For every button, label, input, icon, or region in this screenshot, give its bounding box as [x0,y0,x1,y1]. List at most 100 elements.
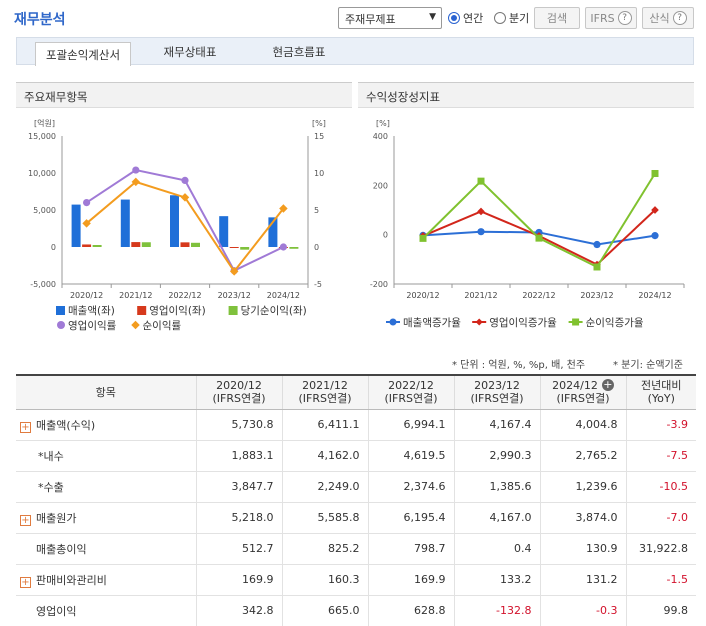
table-row[interactable]: + 판매비와관리비 169.9 160.3 169.9 133.2 131.2 -1.5 [16,564,696,596]
chevron-down-icon: ▼ [429,12,436,22]
column-header-yoy: 전년대비 (YoY) [625,374,696,410]
tab-income-statement[interactable]: 포괄손익계산서 [35,42,131,66]
category-label: 2022/12 [522,291,555,300]
value-cell: 133.2 [453,564,540,596]
column-header-period: 2022/12 (IFRS연결) [367,374,454,410]
value-cell: 1,883.1 [195,440,282,472]
column-header-period: 2024/12 + (IFRS연결) [539,374,626,410]
legend-swatch [56,306,65,315]
table-row[interactable]: + 매출액(수익) 5,730.8 6,411.1 6,994.1 4,167.4 4,00… [16,409,696,441]
row-label: *수출 [38,480,64,494]
yoy-cell: -3.9 [625,409,696,441]
yoy-cell: 31,922.8 [625,533,696,565]
row-label: 매출액(수익) [36,418,96,432]
category-label: 2024/12 [267,291,300,300]
growth-indicators-chart: [%] 400 200 0 -200 2020/12 2021/12 2022/12 2023/… [370,119,685,329]
panel-title: 수익성장성지표 [358,82,694,108]
statement-select-value: 주재무제표 [345,13,396,26]
value-cell: 2,374.6 [367,471,454,503]
row-label-cell: + 판매비와관리비 [16,564,196,596]
bar-0 [219,216,229,247]
radio-quarter-label: 분기 [509,12,530,25]
column-header-item: 항목 [16,374,196,410]
radio-annual[interactable]: 연간 [448,10,483,26]
radio-selected-icon [448,12,460,24]
ifrs-button[interactable]: IFRS ? [585,7,637,29]
tick-label: 400 [373,132,388,141]
value-cell: 665.0 [281,595,368,626]
value-cell: 0.4 [453,533,540,565]
yoy-cell: -10.5 [625,471,696,503]
tab-cash-flow[interactable]: 현금흐름표 [272,44,326,59]
search-button[interactable]: 검색 [534,7,580,29]
unit-note: * 단위 : 억원, %, %p, 배, 천주 [452,360,586,371]
value-cell: 4,162.0 [281,440,368,472]
expand-plus-icon[interactable]: + [20,421,31,433]
line-point [180,193,190,202]
category-label: 2021/12 [464,291,497,300]
value-cell: 6,994.1 [367,409,454,441]
line-point [181,176,189,184]
legend-item: 영업이익(좌) [137,304,206,317]
row-label-cell: 매출총이익 [16,533,196,565]
table-row: 매출총이익 512.7 825.2 798.7 0.4 130.9 31,922.8 [16,533,696,565]
value-cell: 6,411.1 [281,409,368,441]
value-cell: 2,249.0 [281,471,368,503]
line-point [279,243,287,251]
page-title: 재무분석 [14,12,66,28]
line-point [535,234,543,242]
legend-swatch [137,306,147,315]
legend-item: 영업이익률 [57,319,117,332]
axis-unit-left: [억원] [34,118,55,128]
legend-label: 당기순이익(좌) [241,305,307,317]
statement-tabs: 포괄손익계산서 재무상태표 현금흐름표 [16,37,694,66]
value-cell: -132.8 [453,595,540,626]
line-point [131,177,141,187]
question-icon: ? [672,11,687,25]
expand-plus-icon[interactable]: + [20,576,31,588]
tick-label-left: 5,000 [33,206,56,215]
tick-label-left: 0 [51,243,56,252]
radio-unselected-icon [494,12,506,24]
value-cell: 2,765.2 [539,440,626,472]
yoy-cell: -1.5 [625,564,696,596]
table-row: 영업이익 342.8 665.0 628.8 -132.8 -0.3 99.8 [16,595,696,626]
bar-0 [170,195,179,247]
line-point [651,232,659,240]
row-label: *내수 [38,449,64,463]
yoy-cell: -7.5 [625,440,696,472]
value-cell: 160.3 [281,564,368,596]
line-point [651,169,659,177]
tab-balance-sheet[interactable]: 재무상태표 [163,44,217,59]
line-point [477,207,485,216]
row-label-cell: + 매출액(수익) [16,409,196,441]
tick-label-right: -5 [314,280,322,289]
row-label: 매출원가 [36,511,77,525]
tick-label: 200 [373,181,388,190]
growth-indicators-panel: 수익성장성지표 [%] 400 200 0 -200 2020/12 2021/12 2022… [358,82,694,340]
bar-2 [92,245,102,247]
value-cell: 798.7 [367,533,454,565]
value-cell: 5,218.0 [195,502,282,534]
expand-plus-icon[interactable]: + [20,514,31,526]
row-label: 영업이익 [36,604,77,618]
line-point [651,206,659,214]
bar-1 [229,247,239,248]
axis-unit-right: [%] [312,119,326,128]
table-header-row: 항목 2020/12 (IFRS연결) 2021/12 (IFRS연결) 2022/… [16,374,696,410]
radio-quarter[interactable]: 분기 [494,10,529,26]
add-column-icon[interactable]: + [601,378,614,392]
value-cell: 169.9 [195,564,282,596]
legend-item: 매출액(좌) [56,305,115,317]
statement-select[interactable]: 주재무제표 ▼ [338,7,442,29]
value-cell: 2,990.3 [453,440,540,472]
value-cell: 628.8 [367,595,454,626]
table-row[interactable]: + 매출원가 5,218.0 5,585.8 6,195.4 4,167.0 3,874.0… [16,502,696,534]
formula-button[interactable]: 산식 ? [642,7,694,29]
panel-title: 주요재무항목 [16,82,352,108]
value-cell: 130.9 [539,533,626,565]
category-label: 2024/12 [638,291,671,300]
legend-swatch [228,306,238,315]
value-cell: 512.7 [195,533,282,565]
radio-annual-label: 연간 [463,12,484,25]
